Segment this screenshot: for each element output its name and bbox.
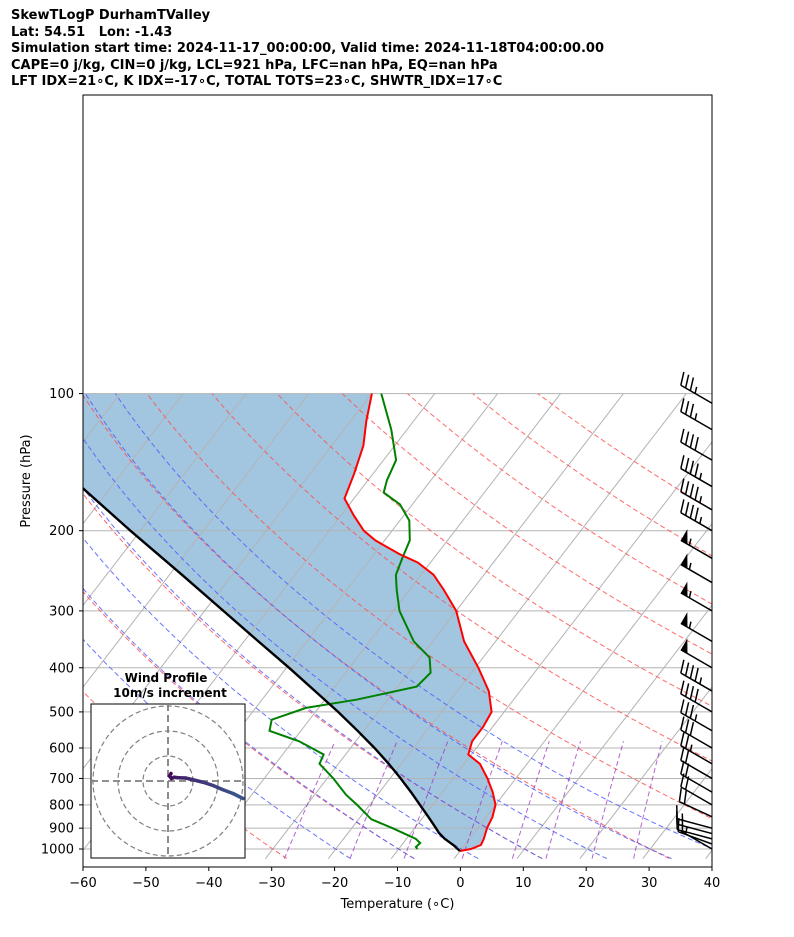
hodograph-segment	[231, 791, 245, 801]
wind-barb	[680, 716, 713, 749]
y-tick-label: 300	[49, 604, 74, 619]
wind-barb	[680, 478, 713, 511]
dry-adiabat	[537, 393, 712, 511]
y-tick-label: 500	[49, 705, 74, 720]
isotherm-line	[202, 393, 561, 859]
isotherm-line	[579, 686, 712, 859]
isotherm-line	[264, 393, 624, 859]
hodograph-title: Wind Profile	[125, 671, 208, 685]
wind-barb	[680, 455, 713, 488]
parcel-profile	[83, 486, 461, 852]
y-tick-label: 1000	[41, 843, 74, 858]
x-tick-label: −30	[258, 876, 285, 891]
mixing-ratio-line	[283, 741, 336, 859]
wind-barb	[680, 371, 713, 404]
wind-barb	[680, 638, 713, 669]
hodograph-segment	[201, 780, 215, 788]
chart-header: SkewTLogP DurhamTValley Lat: 54.51 Lon: …	[11, 8, 604, 91]
mixing-ratio-line	[511, 741, 550, 859]
mixing-ratio-line	[591, 741, 624, 859]
temperature-profile	[343, 393, 497, 852]
isotherm-line	[453, 522, 712, 859]
x-tick-label: 40	[704, 876, 721, 891]
wind-barb	[680, 581, 713, 612]
y-tick-label: 400	[49, 661, 74, 676]
header-lat-lon: Lat: 54.51 Lon: -1.43	[11, 24, 173, 40]
dry-adiabat	[276, 393, 712, 707]
header-times: Simulation start time: 2024-11-17_00:00:…	[11, 41, 604, 56]
y-tick-label: 800	[49, 798, 74, 813]
x-tick-label: −10	[384, 876, 411, 891]
header-indices-line: LFT IDX=21∘C, K IDX=-17∘C, TOTAL TOTS=23…	[11, 74, 503, 89]
moist-adiabat	[84, 393, 672, 860]
isotherm-line	[83, 393, 247, 607]
moist-adiabat	[83, 487, 543, 860]
isotherm-line	[516, 604, 712, 859]
wind-barb	[675, 805, 713, 829]
wind-barb	[680, 760, 713, 793]
wind-barb	[680, 499, 713, 532]
isotherm-line	[83, 393, 184, 525]
wind-barb	[680, 529, 713, 559]
moist-adiabat	[83, 437, 608, 860]
mixing-ratio-line	[403, 741, 449, 859]
wind-barb	[680, 747, 713, 780]
y-tick-label: 200	[49, 524, 74, 539]
x-tick-label: 20	[578, 876, 595, 891]
mixing-ratio-line	[349, 741, 398, 859]
dry-adiabat	[211, 393, 712, 762]
wind-barb	[680, 680, 713, 713]
y-tick-label: 900	[49, 822, 74, 837]
x-tick-label: −50	[132, 876, 159, 891]
x-tick-label: −20	[321, 876, 348, 891]
hodograph-subtitle: 10m/s increment	[113, 686, 227, 700]
hodograph-segment	[211, 783, 225, 792]
shaded-area	[83, 393, 496, 851]
wind-barb	[680, 659, 713, 692]
moist-adiabat	[114, 393, 712, 850]
x-axis-label: Temperature (∘C)	[340, 897, 455, 912]
x-tick-label: −40	[195, 876, 222, 891]
wind-barb	[680, 553, 713, 584]
x-tick-label: 30	[641, 876, 658, 891]
wind-barb	[680, 398, 713, 431]
dry-adiabat	[146, 393, 712, 820]
wind-barb	[678, 788, 713, 818]
isotherm-line	[390, 441, 712, 859]
mixing-ratio-line	[461, 741, 503, 859]
mixing-ratio-line	[633, 741, 663, 859]
isotherm-line	[83, 393, 310, 688]
y-tick-label: 100	[49, 387, 74, 402]
y-tick-label: 700	[49, 772, 74, 787]
isotherm-line	[83, 393, 373, 770]
hodograph-segment	[221, 788, 235, 796]
isotherm-line	[327, 393, 687, 859]
y-tick-label: 600	[49, 741, 74, 756]
dry-adiabat	[83, 394, 670, 860]
x-tick-label: −60	[69, 876, 96, 891]
header-cape-line: CAPE=0 j/kg, CIN=0 j/kg, LCL=921 hPa, LF…	[11, 57, 498, 73]
x-tick-label: 10	[515, 876, 532, 891]
wind-barb	[680, 732, 713, 765]
y-axis-label: Pressure (hPa)	[19, 434, 34, 527]
wind-barb	[680, 699, 713, 732]
wind-barb	[680, 428, 713, 461]
isotherm-line	[642, 767, 712, 859]
header-station-title: SkewTLogP DurhamTValley	[11, 8, 211, 23]
x-tick-label: 0	[456, 876, 464, 891]
mixing-ratio-line	[545, 741, 581, 859]
dewpoint-profile	[268, 393, 432, 850]
wind-barb	[680, 612, 713, 643]
isotherm-line	[705, 849, 712, 859]
